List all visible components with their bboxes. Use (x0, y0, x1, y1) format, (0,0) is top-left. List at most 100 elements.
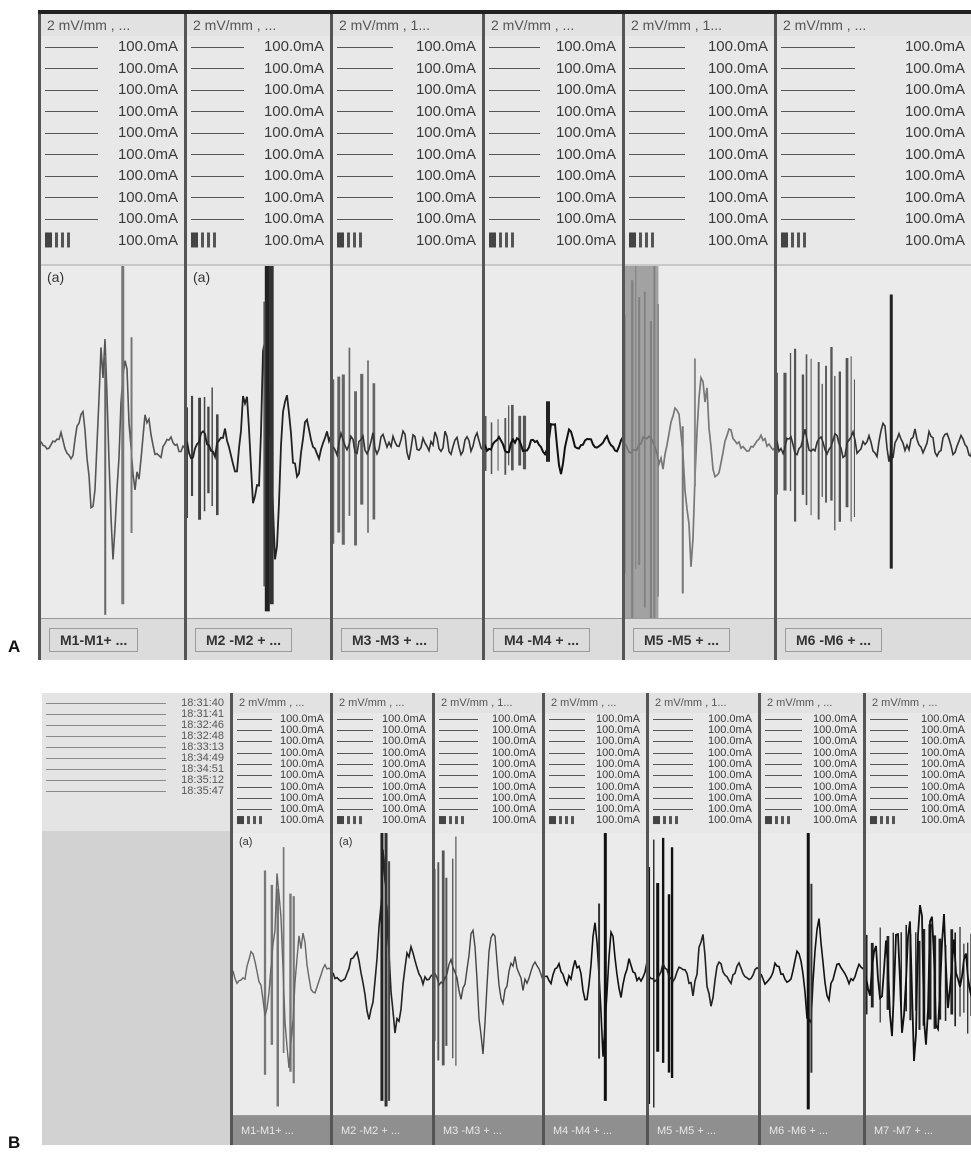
stimulus-intensity-row[interactable]: 100.0mA (777, 165, 971, 187)
stimulus-intensity-row[interactable]: 100.0mA (41, 79, 184, 101)
stimulus-intensity-row[interactable]: 100.0mA (187, 36, 330, 58)
stimulus-intensity-row[interactable]: 100.0mA (866, 747, 971, 759)
stimulus-intensity-row[interactable]: 100.0mA (233, 747, 330, 759)
stimulus-intensity-row[interactable]: 100.0mA (625, 144, 774, 166)
stimulus-intensity-row[interactable]: 100.0mA (187, 101, 330, 123)
stimulus-intensity-row[interactable]: 100.0mA (545, 724, 646, 736)
stimulus-intensity-row[interactable]: 100.0mA (435, 769, 542, 781)
stimulus-intensity-row[interactable]: 100.0mA (333, 803, 432, 815)
stimulus-intensity-row[interactable]: 100.0mA (649, 792, 758, 804)
stimulus-intensity-row[interactable]: 100.0mA (545, 814, 646, 826)
stimulus-intensity-row[interactable]: 100.0mA (41, 36, 184, 58)
stimulus-intensity-row[interactable]: 100.0mA (41, 165, 184, 187)
stimulus-intensity-row[interactable]: 100.0mA (761, 758, 863, 770)
stimulus-intensity-row[interactable]: 100.0mA (435, 781, 542, 793)
channel-name-tab[interactable]: M6 -M6 + ... (761, 1115, 863, 1145)
emg-trace-area[interactable] (485, 266, 622, 618)
channel-name-tab[interactable]: M3 -M3 + ... (333, 618, 482, 660)
stimulus-intensity-row[interactable]: 100.0mA (625, 36, 774, 58)
stimulus-intensity-row[interactable]: 100.0mA (333, 769, 432, 781)
stimulus-intensity-row[interactable]: 100.0mA (233, 814, 330, 826)
stimulus-intensity-row[interactable]: 100.0mA (333, 165, 482, 187)
stimulus-intensity-row[interactable]: 100.0mA (41, 187, 184, 209)
stimulus-intensity-row[interactable]: 100.0mA (545, 781, 646, 793)
stimulus-intensity-row[interactable]: 100.0mA (333, 230, 482, 252)
channel-name-tab[interactable]: M1-M1+ ... (41, 618, 184, 660)
stimulus-intensity-row[interactable]: 100.0mA (435, 814, 542, 826)
emg-trace-area[interactable] (761, 833, 863, 1115)
event-timestamp-row[interactable]: 18:31:41 (42, 708, 230, 720)
channel-scale-header[interactable]: 2 mV/mm , ... (761, 693, 863, 713)
stimulus-intensity-row[interactable]: 100.0mA (435, 735, 542, 747)
stimulus-intensity-row[interactable]: 100.0mA (333, 758, 432, 770)
stimulus-intensity-row[interactable]: 100.0mA (485, 79, 622, 101)
stimulus-intensity-row[interactable]: 100.0mA (649, 814, 758, 826)
stimulus-intensity-row[interactable]: 100.0mA (187, 208, 330, 230)
stimulus-intensity-row[interactable]: 100.0mA (233, 769, 330, 781)
emg-trace-area[interactable] (333, 266, 482, 618)
stimulus-intensity-row[interactable]: 100.0mA (333, 792, 432, 804)
stimulus-intensity-row[interactable]: 100.0mA (761, 747, 863, 759)
stimulus-intensity-row[interactable]: 100.0mA (233, 713, 330, 725)
stimulus-intensity-row[interactable]: 100.0mA (187, 79, 330, 101)
stimulus-intensity-row[interactable]: 100.0mA (233, 724, 330, 736)
channel-name-tab[interactable]: M5 -M5 + ... (625, 618, 774, 660)
stimulus-intensity-row[interactable]: 100.0mA (333, 36, 482, 58)
emg-trace-area[interactable] (625, 266, 774, 618)
stimulus-intensity-row[interactable]: 100.0mA (41, 208, 184, 230)
stimulus-intensity-row[interactable]: 100.0mA (41, 122, 184, 144)
stimulus-intensity-row[interactable]: 100.0mA (333, 187, 482, 209)
stimulus-intensity-row[interactable]: 100.0mA (435, 747, 542, 759)
channel-name-tab[interactable]: M3 -M3 + ... (435, 1115, 542, 1145)
emg-trace-area[interactable]: (a) (333, 833, 432, 1115)
stimulus-intensity-row[interactable]: 100.0mA (41, 230, 184, 252)
stimulus-intensity-row[interactable]: 100.0mA (777, 101, 971, 123)
stimulus-intensity-row[interactable]: 100.0mA (435, 792, 542, 804)
stimulus-intensity-row[interactable]: 100.0mA (485, 101, 622, 123)
stimulus-intensity-row[interactable]: 100.0mA (625, 208, 774, 230)
channel-scale-header[interactable]: 2 mV/mm , ... (41, 14, 184, 36)
stimulus-intensity-row[interactable]: 100.0mA (777, 36, 971, 58)
stimulus-intensity-row[interactable]: 100.0mA (333, 58, 482, 80)
stimulus-intensity-row[interactable]: 100.0mA (761, 735, 863, 747)
stimulus-intensity-row[interactable]: 100.0mA (777, 58, 971, 80)
stimulus-intensity-row[interactable]: 100.0mA (649, 781, 758, 793)
stimulus-intensity-row[interactable]: 100.0mA (761, 769, 863, 781)
stimulus-intensity-row[interactable]: 100.0mA (187, 165, 330, 187)
stimulus-intensity-row[interactable]: 100.0mA (866, 792, 971, 804)
channel-name-tab[interactable]: M5 -M5 + ... (649, 1115, 758, 1145)
stimulus-intensity-row[interactable]: 100.0mA (777, 79, 971, 101)
stimulus-intensity-row[interactable]: 100.0mA (649, 803, 758, 815)
stimulus-intensity-row[interactable]: 100.0mA (333, 724, 432, 736)
stimulus-intensity-row[interactable]: 100.0mA (333, 101, 482, 123)
stimulus-intensity-row[interactable]: 100.0mA (485, 187, 622, 209)
stimulus-intensity-row[interactable]: 100.0mA (761, 724, 863, 736)
stimulus-intensity-row[interactable]: 100.0mA (866, 769, 971, 781)
stimulus-intensity-row[interactable]: 100.0mA (485, 208, 622, 230)
emg-trace-area[interactable] (435, 833, 542, 1115)
stimulus-intensity-row[interactable]: 100.0mA (435, 758, 542, 770)
stimulus-intensity-row[interactable]: 100.0mA (187, 230, 330, 252)
stimulus-intensity-row[interactable]: 100.0mA (866, 814, 971, 826)
stimulus-intensity-row[interactable]: 100.0mA (233, 792, 330, 804)
emg-trace-area[interactable] (777, 266, 971, 618)
stimulus-intensity-row[interactable]: 100.0mA (333, 747, 432, 759)
stimulus-intensity-row[interactable]: 100.0mA (545, 713, 646, 725)
stimulus-intensity-row[interactable]: 100.0mA (41, 144, 184, 166)
stimulus-intensity-row[interactable]: 100.0mA (545, 769, 646, 781)
event-timestamp-row[interactable]: 18:31:40 (42, 697, 230, 709)
channel-scale-header[interactable]: 2 mV/mm , 1... (649, 693, 758, 713)
emg-trace-area[interactable]: (a) (187, 266, 330, 618)
stimulus-intensity-row[interactable]: 100.0mA (625, 122, 774, 144)
channel-scale-header[interactable]: 2 mV/mm , ... (866, 693, 971, 713)
stimulus-intensity-row[interactable]: 100.0mA (545, 735, 646, 747)
stimulus-intensity-row[interactable]: 100.0mA (649, 769, 758, 781)
stimulus-intensity-row[interactable]: 100.0mA (233, 758, 330, 770)
stimulus-intensity-row[interactable]: 100.0mA (233, 735, 330, 747)
emg-trace-area[interactable] (866, 833, 971, 1115)
stimulus-intensity-row[interactable]: 100.0mA (649, 747, 758, 759)
channel-scale-header[interactable]: 2 mV/mm , ... (545, 693, 646, 713)
stimulus-intensity-row[interactable]: 100.0mA (866, 758, 971, 770)
stimulus-intensity-row[interactable]: 100.0mA (333, 814, 432, 826)
channel-scale-header[interactable]: 2 mV/mm , ... (485, 14, 622, 36)
